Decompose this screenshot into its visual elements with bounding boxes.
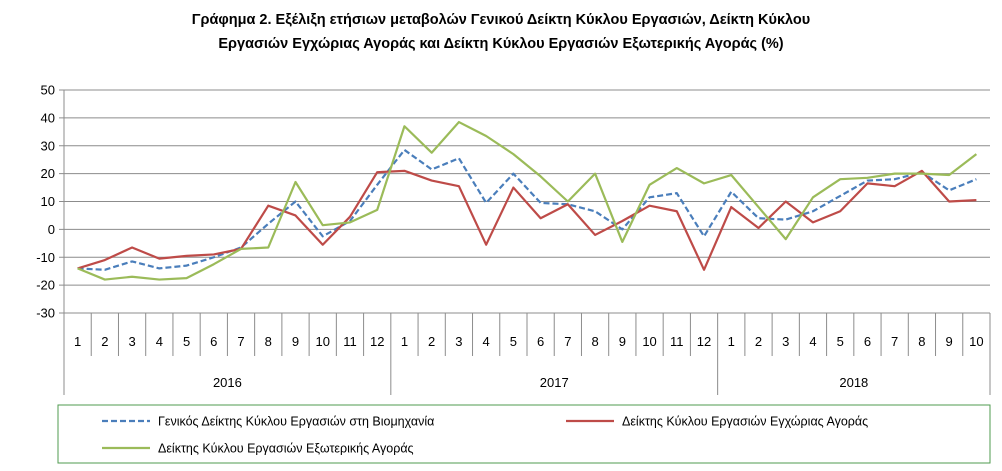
x-year-label: 2017 — [540, 375, 569, 390]
x-tick-label: 9 — [946, 334, 953, 349]
x-tick-label: 5 — [183, 334, 190, 349]
x-tick-label: 1 — [74, 334, 81, 349]
x-tick-label: 2 — [101, 334, 108, 349]
x-tick-label: 10 — [642, 334, 656, 349]
chart-title-line-1: Γράφημα 2. Εξέλιξη ετήσιων μεταβολών Γεν… — [192, 12, 810, 28]
x-tick-label: 8 — [918, 334, 925, 349]
x-tick-label: 11 — [670, 334, 684, 349]
x-tick-label: 4 — [809, 334, 816, 349]
x-tick-label: 10 — [316, 334, 330, 349]
legend: Γενικός Δείκτης Κύκλου Εργασιών στη Βιομ… — [57, 404, 991, 464]
x-tick-label: 6 — [864, 334, 871, 349]
y-axis: 50 40 30 20 10 0 -10 -20 -30 — [36, 83, 65, 395]
x-tick-label: 11 — [343, 334, 357, 349]
x-tick-label: 6 — [210, 334, 217, 349]
y-tick-label: -10 — [36, 250, 55, 265]
x-tick-label: 8 — [591, 334, 598, 349]
series-line-3 — [77, 120, 978, 281]
y-tick-label: 50 — [41, 83, 55, 98]
x-year-label: 2018 — [839, 375, 868, 390]
y-tick-label: 30 — [41, 138, 55, 153]
x-tick-label: 4 — [156, 334, 163, 349]
x-tick-label: 3 — [782, 334, 789, 349]
legend-label-2: Δείκτης Κύκλου Εργασιών Εγχώριας Αγοράς — [622, 415, 868, 429]
y-tick-label: 0 — [48, 222, 55, 237]
legend-label-3: Δείκτης Κύκλου Εργασιών Εξωτερικής Αγορά… — [158, 442, 414, 456]
x-tick-label: 3 — [455, 334, 462, 349]
x-tick-label: 7 — [891, 334, 898, 349]
x-tick-label: 9 — [619, 334, 626, 349]
x-axis: 1 2 3 4 5 6 7 8 9 10 11 12 1 2 3 4 5 6 7 8 9 10 11 12 1 2 3 4 5 6 7 8 9 1… — [63, 313, 991, 395]
x-tick-label: 1 — [728, 334, 735, 349]
x-tick-label: 12 — [370, 334, 384, 349]
x-tick-label: 3 — [128, 334, 135, 349]
y-tick-label: -30 — [36, 306, 55, 321]
x-tick-label: 10 — [969, 334, 983, 349]
x-tick-label: 2 — [428, 334, 435, 349]
legend-border — [57, 404, 991, 464]
y-tick-label: 20 — [41, 166, 55, 181]
series-lines — [77, 120, 978, 281]
y-tick-label: -20 — [36, 278, 55, 293]
series-line-2 — [77, 169, 977, 271]
legend-label-1: Γενικός Δείκτης Κύκλου Εργασιών στη Βιομ… — [158, 415, 434, 429]
x-tick-label: 6 — [537, 334, 544, 349]
x-tick-label: 5 — [510, 334, 517, 349]
x-tick-label: 7 — [564, 334, 571, 349]
x-year-label: 2016 — [213, 375, 242, 390]
x-tick-label: 12 — [697, 334, 711, 349]
x-tick-label: 5 — [837, 334, 844, 349]
x-tick-label: 9 — [292, 334, 299, 349]
y-tick-label: 40 — [41, 110, 55, 125]
x-tick-label: 1 — [401, 334, 408, 349]
x-tick-label: 8 — [265, 334, 272, 349]
x-tick-label: 7 — [237, 334, 244, 349]
x-tick-label: 4 — [483, 334, 490, 349]
y-tick-label: 10 — [41, 194, 55, 209]
x-tick-label: 2 — [755, 334, 762, 349]
chart-title-line-2: Εργασιών Εγχώριας Αγοράς και Δείκτη Κύκλ… — [218, 36, 783, 52]
